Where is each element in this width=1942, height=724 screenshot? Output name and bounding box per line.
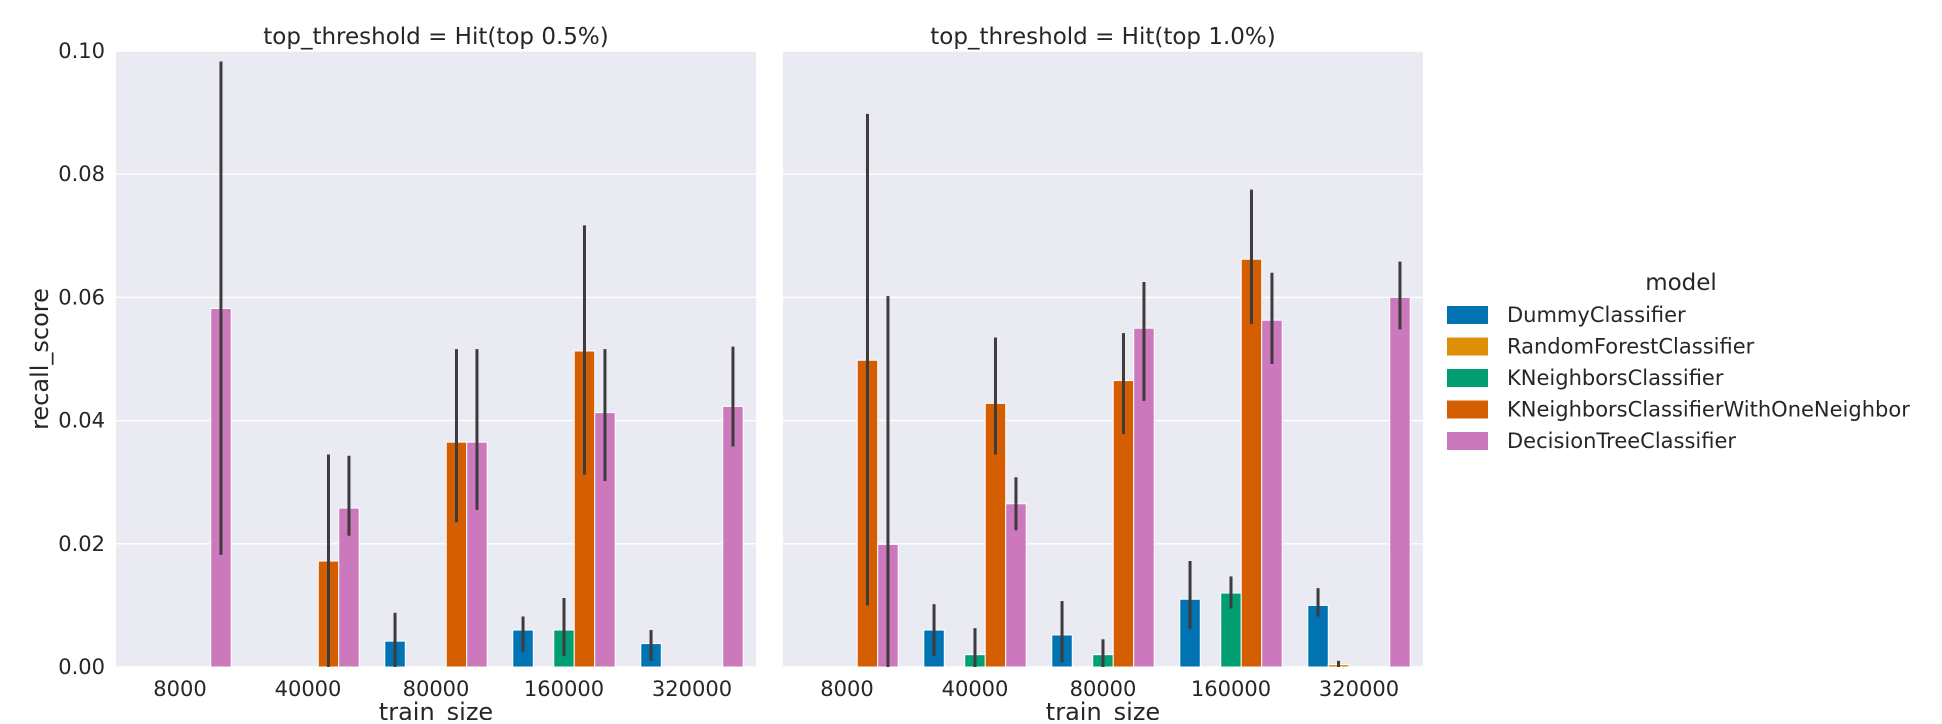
y-tick-label: 0.08 — [58, 162, 105, 186]
y-tick-label: 0.06 — [58, 285, 105, 309]
x-tick-label: 8000 — [153, 677, 206, 701]
error-bars — [219, 61, 735, 667]
bar-decisiontreeclassifier-160000 — [1261, 319, 1283, 668]
x-axis-title: train_size — [379, 698, 493, 720]
x-tick-label: 40000 — [942, 677, 1009, 701]
legend-label: RandomForestClassifier — [1507, 335, 1755, 359]
x-tick-label: 80000 — [403, 677, 470, 701]
legend: model DummyClassifier RandomForestClassif… — [1447, 270, 1910, 453]
legend-swatch — [1447, 400, 1488, 419]
y-tick-label: 0.10 — [58, 39, 105, 63]
facet-title: top_threshold = Hit(top 0.5%) — [263, 24, 608, 50]
x-tick-label: 80000 — [1070, 677, 1137, 701]
legend-swatch — [1447, 306, 1488, 324]
y-axis-title: recall_score — [26, 288, 54, 430]
facet-title: top_threshold = Hit(top 1.0%) — [930, 24, 1275, 50]
legend-swatch — [1447, 369, 1488, 387]
x-tick-label: 320000 — [652, 677, 732, 701]
legend-label: KNeighborsClassifierWithOneNeighbor — [1507, 398, 1910, 422]
x-tick-label: 320000 — [1319, 677, 1399, 701]
legend-label: DummyClassifier — [1507, 303, 1686, 327]
legend-label: KNeighborsClassifier — [1507, 366, 1724, 390]
bar-decisiontreeclassifier-320000 — [1389, 296, 1411, 668]
y-tick-label: 0.04 — [58, 409, 105, 433]
legend-swatch — [1447, 432, 1488, 450]
legend-label: DecisionTreeClassifier — [1507, 429, 1736, 453]
y-tick-label: 0.02 — [58, 532, 105, 556]
legend-swatch — [1447, 337, 1488, 356]
x-tick-label: 160000 — [524, 677, 604, 701]
x-tick-label: 40000 — [275, 677, 342, 701]
facet-panel-2: 8000 40000 80000 160000 320000 train_size top_… — [783, 24, 1423, 724]
x-tick-label: 160000 — [1191, 677, 1271, 701]
y-tick-label: 0.00 — [58, 655, 105, 679]
x-tick-label: 8000 — [820, 677, 873, 701]
facet-panel-1: 8000 40000 80000 160000 320000 train_size top_… — [116, 24, 756, 724]
legend-title: model — [1645, 270, 1717, 296]
error-bars — [865, 113, 1402, 667]
x-axis-title: train_size — [1046, 698, 1160, 720]
